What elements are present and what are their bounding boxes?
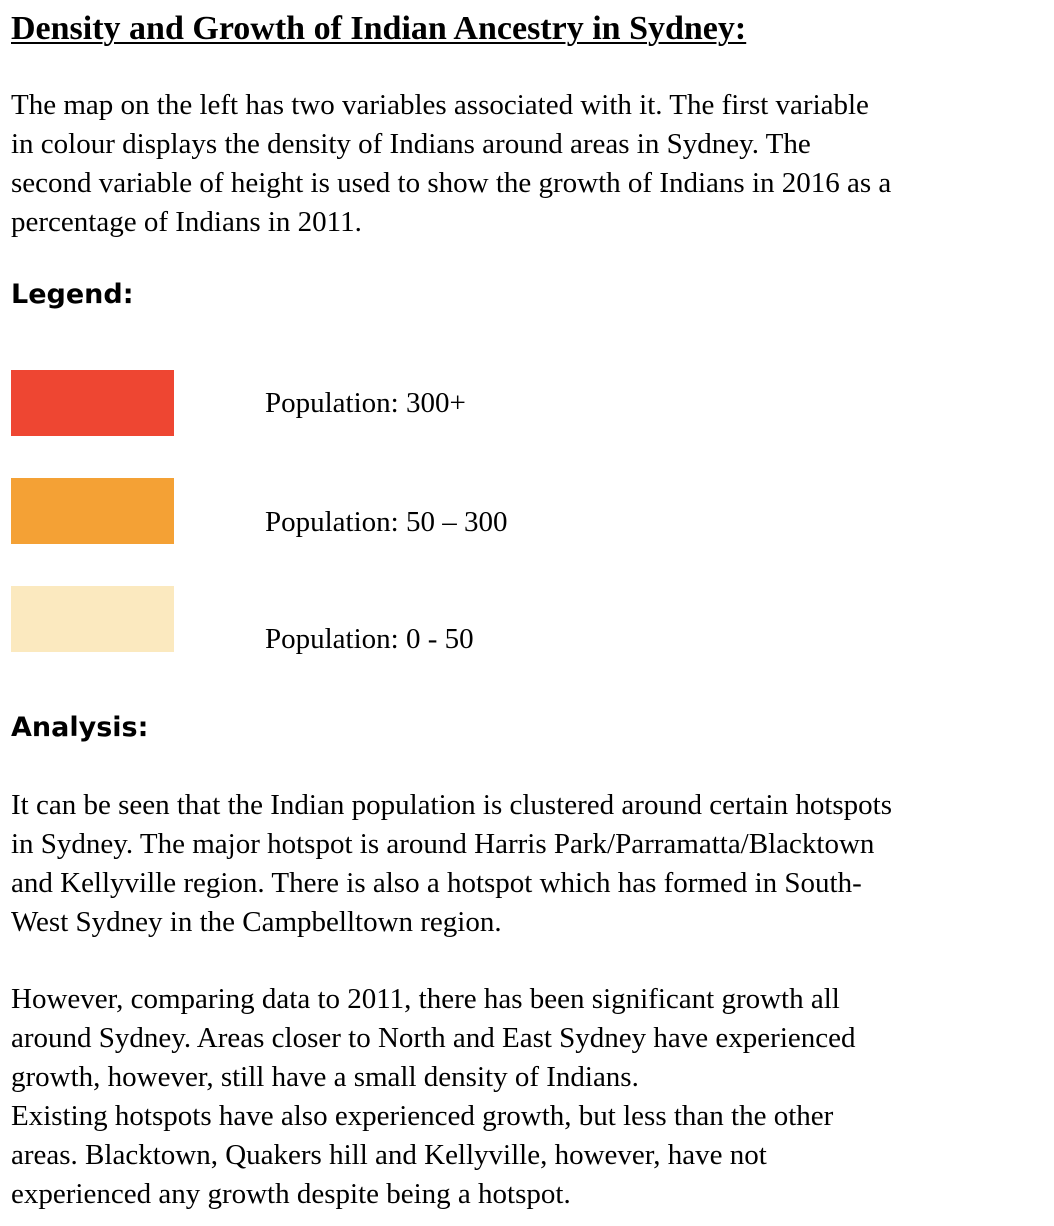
intro-line: in colour displays the density of Indian… xyxy=(11,128,811,160)
legend-heading: Legend: xyxy=(11,279,134,310)
analysis-line: growth, however, still have a small dens… xyxy=(11,1061,639,1093)
analysis-line: West Sydney in the Campbelltown region. xyxy=(11,906,502,938)
legend-label-low: Population: 0 - 50 xyxy=(265,623,474,655)
legend-swatch-high xyxy=(11,370,174,436)
intro-line: The map on the left has two variables as… xyxy=(11,89,869,121)
analysis-line: Existing hotspots have also experienced … xyxy=(11,1100,834,1132)
analysis-line: However, comparing data to 2011, there h… xyxy=(11,983,840,1015)
legend-swatch-low xyxy=(11,586,174,652)
analysis-line: It can be seen that the Indian populatio… xyxy=(11,789,893,821)
page-title: Density and Growth of Indian Ancestry in… xyxy=(11,10,747,47)
legend-swatch-medium xyxy=(11,478,174,544)
analysis-paragraph-1: It can be seen that the Indian populatio… xyxy=(11,786,1041,942)
intro-paragraph: The map on the left has two variables as… xyxy=(11,86,1041,242)
analysis-line: around Sydney. Areas closer to North and… xyxy=(11,1022,856,1054)
intro-line: second variable of height is used to sho… xyxy=(11,167,892,199)
legend-label-high: Population: 300+ xyxy=(265,387,466,419)
analysis-heading: Analysis: xyxy=(11,712,149,743)
legend-label-medium: Population: 50 – 300 xyxy=(265,506,508,538)
analysis-line: areas. Blacktown, Quakers hill and Kelly… xyxy=(11,1139,767,1171)
intro-line: percentage of Indians in 2011. xyxy=(11,206,362,238)
analysis-line: and Kellyville region. There is also a h… xyxy=(11,867,862,899)
analysis-line: experienced any growth despite being a h… xyxy=(11,1178,571,1210)
analysis-line: in Sydney. The major hotspot is around H… xyxy=(11,828,875,860)
analysis-paragraph-2: However, comparing data to 2011, there h… xyxy=(11,980,1041,1214)
